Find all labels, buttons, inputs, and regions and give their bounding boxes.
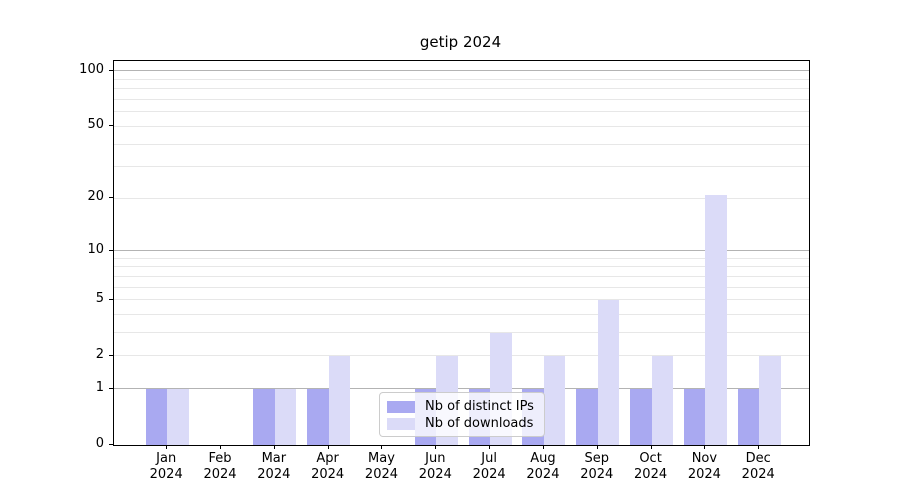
x-tick-mark-jan: [166, 445, 168, 449]
bar-downloads-aug: [543, 355, 566, 445]
y-tick-mark-100: [109, 69, 113, 71]
bar-distinct-ips-oct: [630, 388, 652, 445]
x-tick-label-aug: Aug 2024: [526, 451, 560, 482]
y-tick-mark-1: [109, 387, 113, 389]
gridline-y-1: [114, 388, 809, 390]
bar-distinct-ips-apr: [307, 388, 329, 445]
x-tick-mark-may: [381, 445, 383, 449]
gridline-y-40: [114, 143, 809, 145]
gridline-y-3: [114, 332, 809, 334]
y-tick-mark-50: [109, 125, 113, 127]
y-tick-mark-10: [109, 249, 113, 251]
gridline-y-2: [114, 355, 809, 357]
x-tick-label-dec: Dec 2024: [741, 451, 775, 482]
bar-downloads-mar: [274, 388, 297, 445]
x-tick-label-sep: Sep 2024: [580, 451, 614, 482]
y-tick-label-0: 0: [95, 436, 104, 451]
y-tick-label-1: 1: [95, 379, 104, 395]
y-tick-label-5: 5: [95, 290, 104, 306]
x-tick-label-may: May 2024: [364, 451, 399, 482]
gridline-y-70: [114, 99, 809, 101]
bar-distinct-ips-nov: [683, 388, 706, 445]
legend-swatch-0: [387, 400, 415, 413]
chart-title: getip 2024: [419, 33, 502, 51]
gridline-y-20: [114, 197, 809, 199]
x-tick-label-mar: Mar 2024: [257, 451, 291, 482]
y-tick-mark-0: [109, 444, 113, 445]
legend-label-0: Nb of distinct IPs: [425, 399, 534, 414]
x-tick-mark-nov: [704, 445, 706, 449]
bar-downloads-sep: [597, 299, 620, 445]
x-tick-mark-apr: [327, 445, 329, 449]
y-tick-mark-5: [109, 298, 113, 300]
gridline-y-4: [114, 314, 809, 316]
gridline-y-8: [114, 266, 809, 268]
y-tick-mark-2: [109, 354, 113, 356]
x-tick-label-jan: Jan 2024: [149, 451, 183, 482]
x-tick-mark-mar: [273, 445, 275, 449]
bar-downloads-nov: [705, 194, 727, 445]
x-tick-label-jul: Jul 2024: [472, 451, 506, 482]
x-tick-label-apr: Apr 2024: [311, 451, 345, 482]
x-tick-label-jun: Jun 2024: [418, 451, 452, 482]
legend-row-0: Nb of distinct IPs: [387, 398, 536, 415]
bar-distinct-ips-dec: [737, 388, 760, 445]
legend-row-1: Nb of downloads: [387, 415, 536, 432]
gridline-y-100: [114, 70, 809, 72]
bar-downloads-apr: [328, 355, 351, 445]
gridline-y-80: [114, 88, 809, 90]
gridline-y-7: [114, 275, 809, 277]
x-tick-label-oct: Oct 2024: [634, 451, 668, 482]
gridline-y-50: [114, 125, 809, 127]
y-tick-label-50: 50: [87, 117, 104, 133]
gridline-y-6: [114, 286, 809, 288]
y-tick-label-100: 100: [79, 61, 104, 77]
y-tick-label-2: 2: [95, 346, 104, 362]
x-tick-mark-feb: [220, 445, 222, 449]
bar-distinct-ips-jan: [145, 388, 168, 445]
y-tick-label-10: 10: [87, 241, 104, 257]
plot-area: Nb of distinct IPs Nb of downloads: [113, 60, 810, 446]
legend-label-1: Nb of downloads: [425, 416, 534, 431]
gridline-y-30: [114, 166, 809, 168]
gridline-y-90: [114, 78, 809, 80]
x-tick-mark-oct: [650, 445, 652, 449]
bar-downloads-oct: [651, 355, 674, 445]
y-tick-label-20: 20: [87, 189, 104, 205]
y-tick-mark-20: [109, 197, 113, 199]
gridline-y-9: [114, 257, 809, 259]
x-tick-mark-jul: [489, 445, 491, 449]
x-tick-label-feb: Feb 2024: [203, 451, 237, 482]
x-tick-label-nov: Nov 2024: [687, 451, 721, 482]
gridline-y-5: [114, 299, 809, 301]
x-tick-mark-jun: [435, 445, 437, 449]
x-tick-mark-sep: [596, 445, 598, 449]
bar-downloads-jan: [167, 388, 189, 445]
bar-downloads-dec: [759, 355, 781, 445]
legend: Nb of distinct IPs Nb of downloads: [379, 392, 545, 437]
gridline-y-10: [114, 250, 809, 252]
bar-distinct-ips-sep: [576, 388, 598, 445]
legend-swatch-1: [387, 417, 415, 430]
x-tick-mark-dec: [758, 445, 760, 449]
gridline-y-60: [114, 111, 809, 113]
x-tick-mark-aug: [542, 445, 544, 449]
bar-distinct-ips-mar: [253, 388, 275, 445]
